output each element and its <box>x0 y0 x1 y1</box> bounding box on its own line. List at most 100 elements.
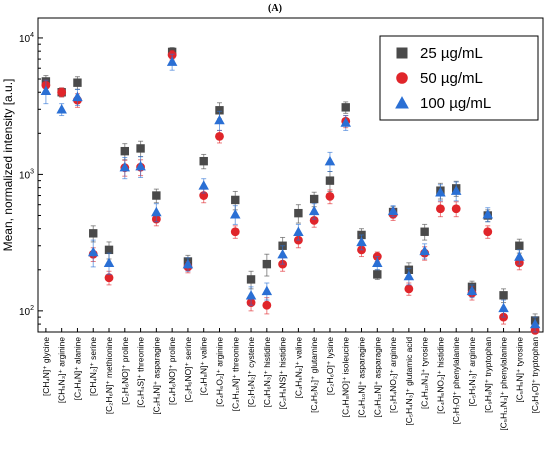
x-tick-label: [C₇H₇O]⁺ phenylalanine <box>451 337 461 425</box>
data-point <box>483 227 493 237</box>
data-point <box>404 284 414 294</box>
data-point <box>356 236 367 247</box>
data-point <box>231 195 240 205</box>
data-point <box>309 216 319 225</box>
x-tick-label: [C₃H₁₂N]⁺ asparagine <box>372 337 382 418</box>
x-tick-label: [C₅H₁₁N₃]⁺ phenylalanine <box>499 337 509 431</box>
y-axis: 102 103 104 <box>19 32 43 333</box>
data-point <box>215 131 224 141</box>
x-tick-label: [C₂H₄S]⁺ threonine <box>136 337 146 408</box>
x-tick-label: [C₅H₅N]⁺ tyrosine <box>514 337 524 403</box>
data-point <box>119 161 131 172</box>
panel-label: (A) <box>268 3 282 14</box>
data-point <box>215 106 224 115</box>
data-point <box>324 155 336 166</box>
legend-marker <box>396 72 408 84</box>
data-point <box>451 204 461 214</box>
x-tick-label: [C₄H₅N₂]⁺ glutamine <box>309 337 319 413</box>
x-tick-label: [C₃H₄NO₂]⁺ arginine <box>388 337 398 413</box>
data-point <box>214 114 225 125</box>
data-point <box>529 318 541 329</box>
x-tick-label: [C₅H₄N₃]⁺ glutamic acid <box>404 337 414 426</box>
x-tick-label: [C₃H₁₀N]⁺ threonine <box>230 337 240 412</box>
data-point <box>308 205 320 216</box>
data-point <box>262 300 272 310</box>
data-point <box>230 209 241 219</box>
data-point <box>120 146 129 156</box>
plot-frame <box>37 17 544 333</box>
data-point <box>309 194 319 204</box>
data-point <box>340 117 351 127</box>
data-point <box>419 245 430 256</box>
x-axis: [CH₄N]⁺ glycine [CH₅N₃]⁺ arginine [C₂H₆N]⁺… <box>41 328 540 431</box>
legend-label: 25 µg/mL <box>420 45 483 62</box>
x-tick-label: [C₂H₄N]⁺ asparagine <box>151 337 161 415</box>
x-tick-label: [C₄H₈NO]⁺ isoleucine <box>341 337 351 418</box>
data-point <box>325 176 335 185</box>
data-point <box>387 205 399 216</box>
data-point <box>436 204 445 214</box>
legend-label: 50 µg/mL <box>420 70 483 87</box>
data-point <box>166 56 178 66</box>
x-tick-label: [C₄H₆NO₂]⁺ histidine <box>435 337 445 414</box>
data-point <box>135 160 146 171</box>
data-point <box>103 257 115 268</box>
data-point <box>87 246 99 257</box>
data-point <box>199 156 208 166</box>
x-tick-label: [C₄H₁₀N]⁺ asparagine <box>357 337 367 418</box>
data-point <box>294 208 303 218</box>
legend-marker <box>395 96 409 109</box>
data-point <box>420 227 429 236</box>
data-point <box>246 275 256 284</box>
y-axis-label: Mean, normalized intensity [a.u.] <box>1 79 15 252</box>
x-tick-label: [C₄H₁₀N₃]⁺ tyrosine <box>420 337 430 409</box>
x-tick-label: [C₂H₆N]⁺ methionine <box>104 337 114 414</box>
x-tick-label: [C₉H₈O]⁺ tryptophan <box>530 337 540 414</box>
data-point <box>293 226 304 236</box>
data-point <box>372 257 383 268</box>
data-point <box>136 144 145 153</box>
data-point <box>89 229 98 238</box>
series-triangle <box>40 53 541 333</box>
x-tick-label: [C₂H₆NO]⁺ serine <box>183 337 193 403</box>
data-point <box>152 191 161 200</box>
data-point <box>499 291 508 300</box>
data-point <box>262 259 272 269</box>
data-point <box>56 104 67 114</box>
legend: 25 µg/mL 50 µg/mL 100 µg/mL <box>379 35 539 121</box>
data-point <box>230 227 240 237</box>
data-point <box>277 248 288 259</box>
x-tick-label: [C₄H₅N₂]⁺ valine <box>293 337 303 399</box>
x-tick-label: [C₂H₆O]⁺ lysine <box>325 337 335 395</box>
data-point <box>514 251 525 261</box>
x-tick-label: [C₄H₆NO]⁺ proline <box>167 337 177 405</box>
data-point <box>73 78 82 87</box>
legend-marker <box>396 47 408 59</box>
y-tick-label: 103 <box>19 168 34 181</box>
data-point <box>466 285 478 296</box>
data-point <box>104 245 114 255</box>
data-point <box>198 180 209 190</box>
data-point <box>482 209 494 219</box>
data-point <box>151 206 162 217</box>
data-point <box>72 91 83 102</box>
x-tick-label: [C₅H₅N₃]⁺ arginine <box>467 337 477 407</box>
plot-area: 102 103 104 [CH₄N]⁺ glycine [CH₅N₃]⁺ argini… <box>19 17 544 431</box>
x-tick-label: [CH₅N₃]⁺ arginine <box>57 337 67 403</box>
y-tick-label: 102 <box>19 305 34 318</box>
data-point <box>515 241 524 250</box>
x-tick-label: [CH₄N]⁺ glycine <box>41 337 51 396</box>
data-point <box>325 191 335 201</box>
x-tick-label: [C₂H₆NO]⁺ proline <box>120 337 130 405</box>
x-tick-label: [C₄H₆N₃]⁺ histidine <box>262 337 272 408</box>
data-point <box>261 285 273 296</box>
series-layer <box>40 47 541 335</box>
data-point <box>182 258 194 269</box>
x-tick-label: [C₂H₆N]⁺ alanine <box>72 337 82 401</box>
x-tick-label: [C₂H₅N₂]⁺ cysteine <box>246 337 256 407</box>
y-tick-label: 104 <box>19 32 34 45</box>
data-point <box>40 85 52 95</box>
data-point <box>341 103 350 112</box>
data-point <box>403 270 415 281</box>
